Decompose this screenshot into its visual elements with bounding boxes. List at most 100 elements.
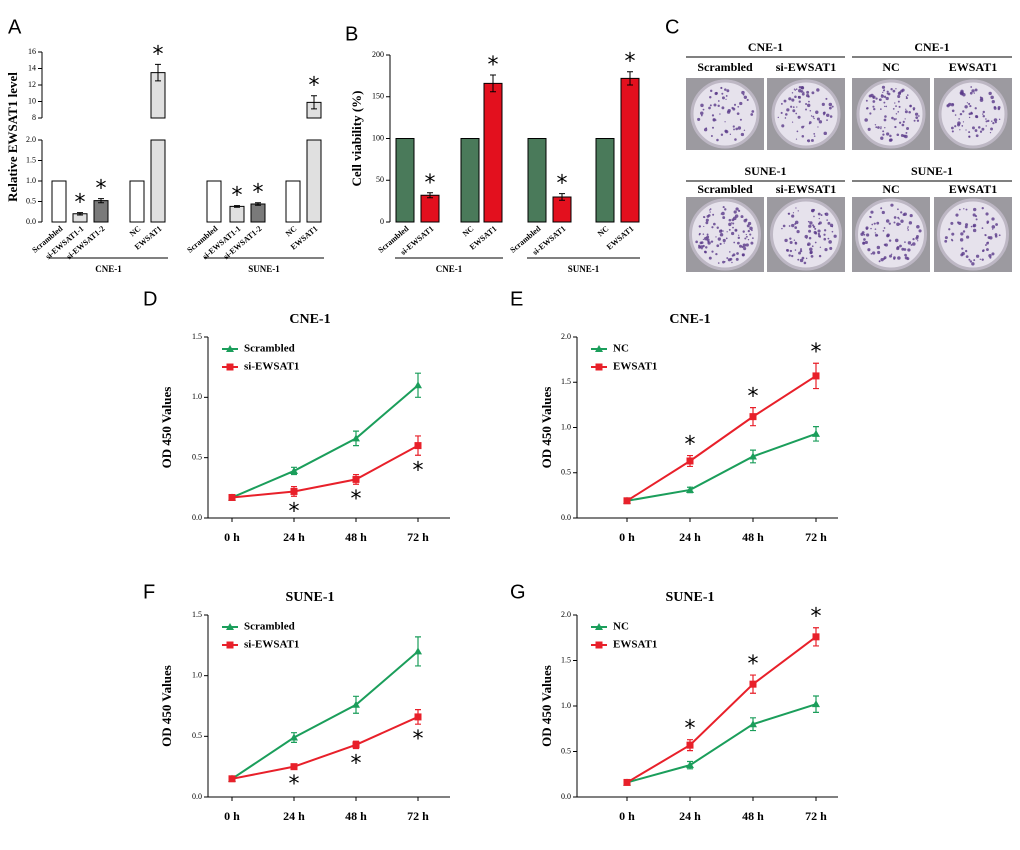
bar xyxy=(206,180,222,223)
x-tick-label: 24 h xyxy=(679,809,701,823)
colony xyxy=(965,255,969,258)
chart-title: SUNE-1 xyxy=(285,590,334,605)
colony xyxy=(968,258,971,261)
colony xyxy=(790,105,793,108)
error-bar xyxy=(627,71,633,86)
colony xyxy=(812,225,816,229)
colony xyxy=(880,136,884,140)
colony xyxy=(989,236,993,240)
colony xyxy=(896,133,900,137)
colony xyxy=(784,117,787,119)
colony xyxy=(866,107,868,110)
colony xyxy=(892,108,895,110)
x-tick-label: NC xyxy=(128,224,143,238)
colony xyxy=(867,127,871,131)
significance-mark: * xyxy=(75,191,86,216)
colony xyxy=(944,236,948,240)
colony xyxy=(816,117,821,121)
colony xyxy=(710,240,714,243)
y-axis-label: OD 450 Values xyxy=(159,665,174,747)
colony xyxy=(777,116,779,119)
colony xyxy=(722,206,725,209)
colony xyxy=(895,118,897,120)
colony xyxy=(744,237,747,240)
colony xyxy=(737,126,742,130)
colony xyxy=(720,133,724,136)
y-tick-label: 12 xyxy=(28,80,36,89)
y-tick-label: 2.0 xyxy=(561,332,571,341)
colony xyxy=(897,208,899,211)
colony xyxy=(874,233,878,237)
colony xyxy=(971,262,975,266)
colony xyxy=(951,126,954,130)
colony xyxy=(984,234,987,237)
colony xyxy=(865,227,869,230)
colony xyxy=(729,133,732,136)
y-tick-label: 0.0 xyxy=(192,513,202,522)
colony xyxy=(745,243,749,247)
colony xyxy=(973,259,976,262)
colony xyxy=(988,253,992,258)
y-tick-label: 0.0 xyxy=(26,217,36,226)
y-tick-label: 100 xyxy=(372,133,384,142)
colony xyxy=(904,110,908,114)
significance-mark: * xyxy=(413,727,424,752)
colony xyxy=(809,110,812,112)
marker xyxy=(290,487,298,495)
series-line xyxy=(231,716,419,780)
marker xyxy=(686,741,694,749)
colony xyxy=(821,102,825,106)
colony xyxy=(893,221,896,224)
colony xyxy=(812,115,815,118)
colony xyxy=(895,88,897,90)
y-tick-label: 1.5 xyxy=(192,610,202,619)
colony xyxy=(709,208,712,210)
colony xyxy=(969,104,972,108)
colony xyxy=(783,99,787,103)
dish xyxy=(771,79,841,149)
colony xyxy=(905,96,908,98)
colony xyxy=(727,108,731,113)
marker xyxy=(686,485,694,493)
colony xyxy=(751,229,753,232)
colony xyxy=(970,112,974,115)
colony xyxy=(898,91,902,94)
colony xyxy=(880,126,882,128)
colony xyxy=(951,130,954,133)
colony xyxy=(959,238,964,242)
colony xyxy=(703,128,708,132)
colony xyxy=(817,126,819,128)
colony xyxy=(743,95,748,99)
colony xyxy=(741,90,745,95)
colony xyxy=(884,127,886,129)
colony xyxy=(780,102,783,105)
colony xyxy=(984,244,987,247)
colony xyxy=(884,115,887,118)
colony xyxy=(747,221,752,226)
bar xyxy=(552,196,572,223)
colony xyxy=(991,217,995,221)
colony xyxy=(793,239,796,241)
x-tick-label: 24 h xyxy=(283,530,305,544)
significance-mark: * xyxy=(232,184,243,209)
colony xyxy=(909,104,912,108)
colony xyxy=(732,222,735,225)
colony xyxy=(727,258,731,262)
bar xyxy=(395,138,415,223)
colony xyxy=(964,225,968,229)
colony xyxy=(827,237,830,240)
x-tick-label: 0 h xyxy=(619,809,635,823)
significance-mark: * xyxy=(811,340,822,365)
colony xyxy=(817,229,821,233)
colony xyxy=(974,107,977,110)
significance-mark: * xyxy=(309,74,320,99)
x-tick-label: 48 h xyxy=(345,809,367,823)
colony xyxy=(824,212,829,217)
colony xyxy=(876,245,881,250)
image-label: Scrambled xyxy=(697,182,753,196)
colony xyxy=(982,113,984,115)
chart-title: CNE-1 xyxy=(289,312,330,327)
colony xyxy=(888,222,891,225)
colony xyxy=(897,216,900,219)
colony xyxy=(955,213,959,217)
